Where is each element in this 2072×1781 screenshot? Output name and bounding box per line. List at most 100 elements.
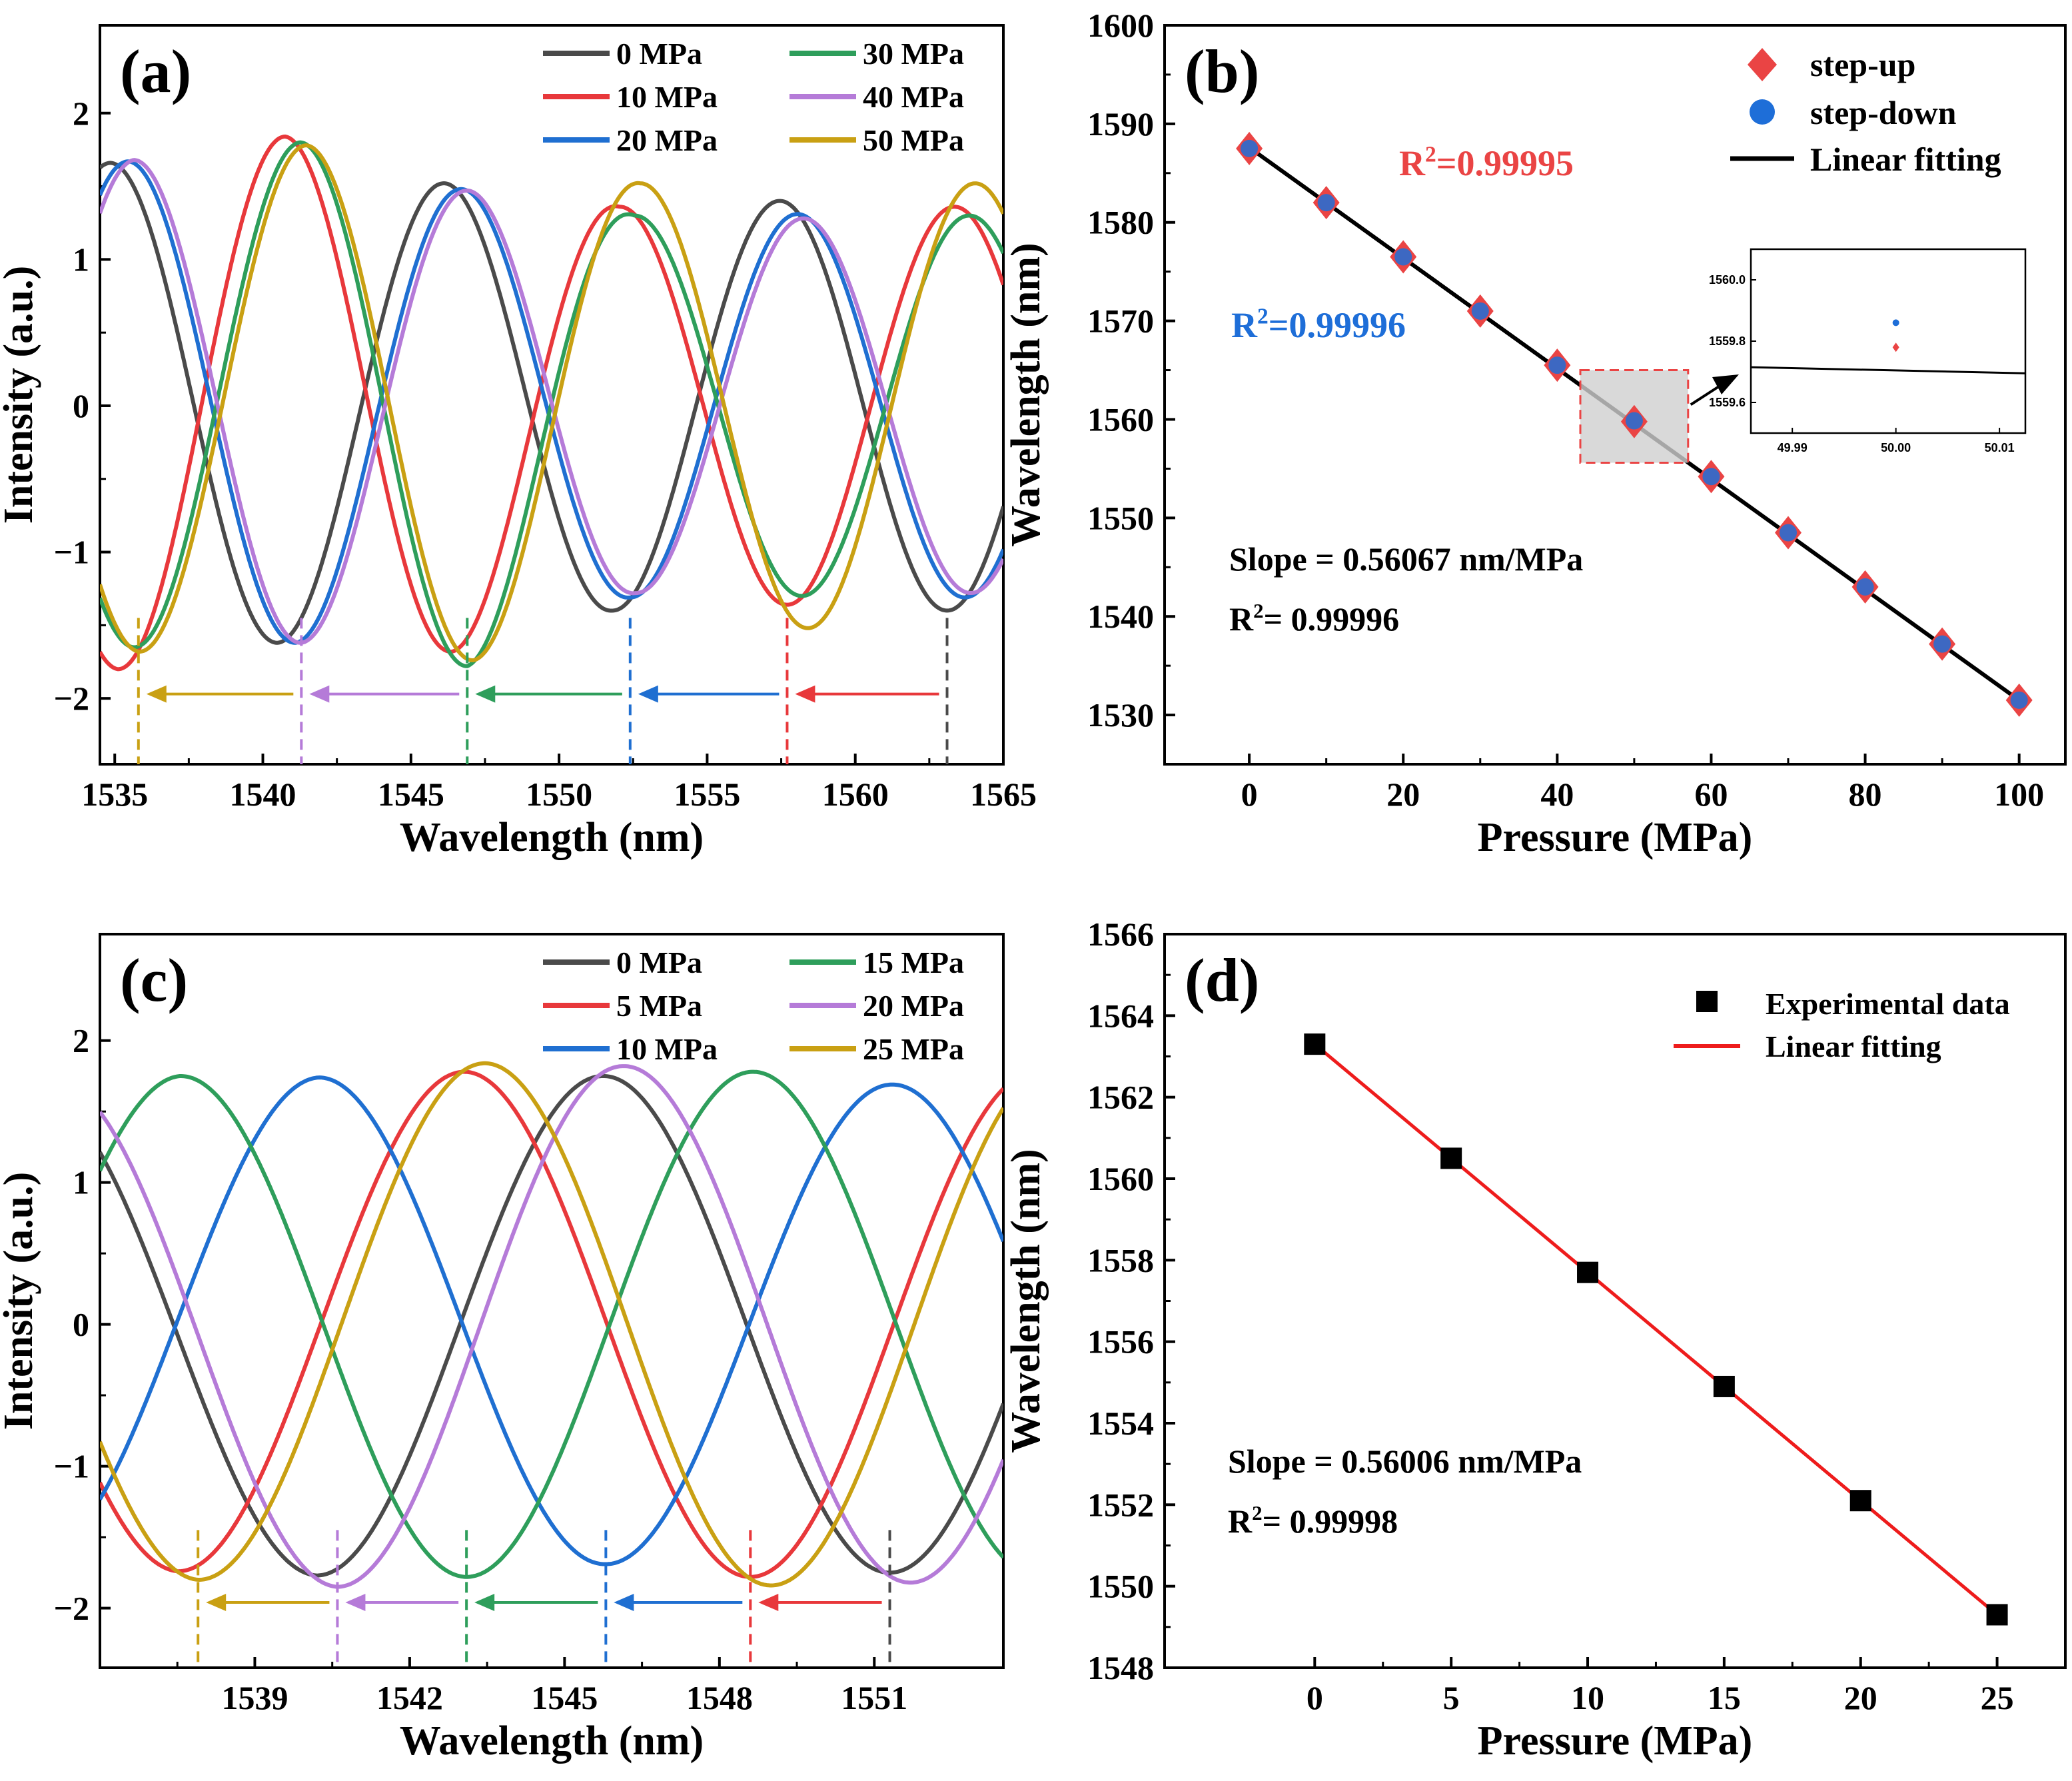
y-tick-label: −1 — [54, 534, 90, 571]
experimental-data-marker — [1986, 1604, 2008, 1626]
y-tick-label: 1 — [73, 1164, 89, 1201]
x-tick-label: 1542 — [376, 1679, 443, 1716]
x-tick-label: 20 — [1844, 1679, 1877, 1716]
r-letter: R — [1228, 1502, 1253, 1540]
panel-c: 1539 1542 1545 1548 1551 −2 −1 0 1 2 Wavelength (n… — [0, 933, 1005, 1764]
spectrum-curve-1 — [100, 1074, 1003, 1578]
legend-label: 5 MPa — [616, 989, 702, 1023]
x-tick-label: 10 — [1571, 1679, 1604, 1716]
legend-label: 10 MPa — [616, 80, 718, 114]
plot-frame — [99, 24, 1005, 766]
x-tick-label: 20 — [1386, 776, 1420, 813]
inset-x-tick-label: 49.99 — [1778, 441, 1808, 454]
y-tick-label: 1548 — [1087, 1649, 1154, 1686]
inset-y-tick-label: 1559.6 — [1709, 396, 1746, 409]
inset-x-tick-label: 50.00 — [1881, 441, 1911, 454]
y-tick-label: −2 — [54, 680, 90, 717]
legend-label: 15 MPa — [863, 945, 964, 979]
y-tick-label: 1564 — [1087, 997, 1154, 1034]
y-tick-label: 1566 — [1087, 915, 1154, 953]
step-down-marker — [1933, 635, 1951, 653]
y-tick-label: 1560 — [1087, 1160, 1154, 1197]
x-tick-label: 1539 — [221, 1679, 288, 1716]
y-tick-label: 1540 — [1087, 598, 1154, 635]
plot-frame — [1163, 24, 2067, 766]
x-tick-label: 1551 — [841, 1679, 907, 1716]
r-superscript: 2 — [1253, 599, 1264, 622]
step-down-marker — [1625, 412, 1643, 430]
panel-label: (d) — [1185, 946, 1259, 1014]
y-tick-label: 1530 — [1087, 696, 1154, 734]
panel-a: 1535 1540 1545 1550 1555 1560 1565 −2 −1 0 1 2 Wavel… — [0, 24, 1037, 860]
step-down-marker — [1471, 302, 1489, 320]
x-tick-label: 0 — [1241, 776, 1258, 813]
r-squared-label: R2= 0.99996 — [1229, 599, 1399, 638]
zoom-arrow-line — [1690, 385, 1720, 406]
r-value: 0.99996 — [1289, 305, 1406, 345]
spectrum-curve-6 — [100, 1061, 1003, 1588]
x-tick-label: 1545 — [531, 1679, 598, 1716]
y-axis-title: Intensity (a.u.) — [0, 266, 41, 524]
spectrum-curve-5 — [100, 158, 1003, 645]
legend-step-down-marker — [1750, 99, 1775, 125]
step-down-marker — [2010, 691, 2028, 709]
x-tick-label: 25 — [1981, 1679, 2014, 1716]
legend-label: Linear fitting — [1810, 141, 2001, 178]
spectrum-curve-1 — [100, 161, 1003, 645]
legend-data-marker — [1696, 991, 1718, 1012]
y-tick-label: 1 — [73, 241, 89, 278]
legend-label: 10 MPa — [616, 1032, 718, 1066]
r-equals: = — [1269, 305, 1289, 345]
r-equals: = — [1263, 1502, 1290, 1540]
legend-label: 40 MPa — [863, 80, 964, 114]
x-tick-label: 40 — [1540, 776, 1574, 813]
y-tick-label: 2 — [73, 95, 89, 132]
y-tick-label: 1554 — [1087, 1405, 1154, 1442]
x-tick-label: 1540 — [230, 776, 296, 813]
plot-frame — [99, 933, 1005, 1669]
x-tick-label: 1548 — [686, 1679, 753, 1716]
legend-label: step-up — [1810, 46, 1915, 83]
r-value: 0.99998 — [1290, 1502, 1398, 1540]
x-tick-label: 1555 — [674, 776, 740, 813]
r-superscript: 2 — [1257, 304, 1269, 328]
inset-x-tick-label: 50.01 — [1985, 441, 2015, 454]
panel-b: 0 20 40 60 80 100 1530 1540 1550 1560 1570 1580 1590… — [1003, 7, 2067, 860]
y-tick-label: 1580 — [1087, 204, 1154, 241]
step-down-marker — [1394, 248, 1412, 266]
spectrum-curve-2 — [100, 134, 1003, 672]
y-axis-title: Wavelength (nm) — [1003, 1149, 1049, 1453]
x-tick-label: 1550 — [526, 776, 592, 813]
spectrum-curve-4 — [100, 1069, 1003, 1579]
inset-y-tick-label: 1559.8 — [1709, 334, 1746, 348]
y-tick-label: 1562 — [1087, 1079, 1154, 1116]
y-tick-label: 0 — [73, 1306, 89, 1343]
slope-annotation: Slope = 0.56006 nm/MPa — [1228, 1443, 1582, 1480]
linear-fit-line — [1313, 1043, 1999, 1616]
y-tick-label: 2 — [73, 1022, 89, 1059]
curves — [100, 1061, 1003, 1589]
inset-step-down-marker — [1892, 319, 1899, 326]
panel-label: (b) — [1185, 37, 1259, 105]
legend-label: Experimental data — [1766, 987, 2010, 1021]
r-superscript: 2 — [1425, 142, 1436, 167]
spectrum-curve-5 — [100, 1064, 1003, 1589]
step-down-marker — [1780, 524, 1797, 542]
x-axis-title: Wavelength (nm) — [400, 815, 704, 860]
legend-label: step-down — [1810, 94, 1957, 131]
r-squared-label: R2=0.99996 — [1231, 304, 1406, 345]
legend-label: 25 MPa — [863, 1032, 964, 1066]
legend-label: 30 MPa — [863, 37, 964, 71]
r-value: 0.99996 — [1291, 600, 1400, 638]
inset-frame — [1750, 248, 2027, 434]
legend-label: 20 MPa — [616, 123, 718, 157]
inset: 49.99 50.00 50.01 1559.6 1559.8 1560.0 — [1709, 248, 2027, 454]
shift-arrow-head — [614, 1594, 634, 1612]
legend-label: 0 MPa — [616, 945, 702, 979]
x-tick-label: 1535 — [81, 776, 148, 813]
panel-label: (c) — [120, 946, 188, 1014]
shift-arrow-head — [345, 1594, 366, 1612]
shift-arrow-head — [758, 1594, 779, 1612]
step-down-marker — [1856, 578, 1874, 596]
panel-d: 0 5 10 15 20 25 1548 1550 1552 1554 1556 1558 1560 15… — [1003, 915, 2067, 1764]
